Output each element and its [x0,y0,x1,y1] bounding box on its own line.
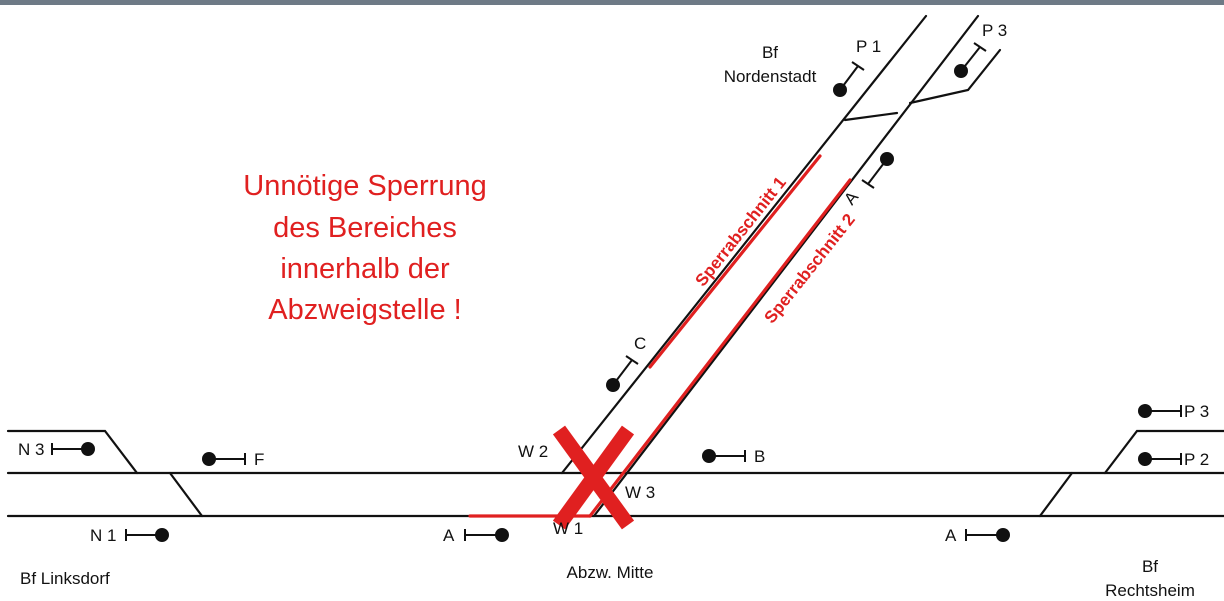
signal-f-label: F [254,450,264,469]
signal-a-mid [464,528,509,542]
switch-w2-label: W 2 [518,442,548,461]
signal-b-label: B [754,447,765,466]
signal-p2-right-label: P 2 [1184,450,1209,469]
switch-w1-label: W 1 [553,519,583,538]
station-rechtsheim-name: Rechtsheim [1105,581,1195,600]
station-rechtsheim-prefix: Bf [1142,557,1158,576]
signal-p3-right [1138,404,1182,418]
signal-p1-label: P 1 [856,37,881,56]
siding-p3-nordenstadt [908,48,1002,105]
signal-a-north [861,152,894,189]
signal-n3-label: N 3 [18,440,44,459]
signal-n1-label: N 1 [90,526,116,545]
signal-p3-nordenstadt-label: P 3 [982,21,1007,40]
siding-n3 [6,429,139,475]
signal-n1 [125,528,169,542]
note-line-2: des Bereiches [273,212,457,244]
signals [51,42,1182,542]
switch-w3-label: W 3 [625,483,655,502]
station-abzw-mitte: Abzw. Mitte [567,563,654,582]
top-border [0,0,1224,5]
note-line-1: Unnötige Sperrung [243,170,486,202]
sperrabschnitt-1-line [648,154,822,369]
branch-track-1 [560,14,928,475]
tracks [6,14,1224,518]
signal-b [702,449,746,463]
signal-p2-right [1138,452,1182,466]
sperrabschnitt-1-label: Sperrabschnitt 1 [692,173,790,290]
blocked-sections [468,154,852,518]
signal-p1 [833,61,865,97]
signal-p3-nordenstadt [954,42,987,78]
blocked-switch-cross [552,425,635,530]
note-line-4: Abzweigstelle ! [268,294,461,326]
crossover-nordenstadt [843,111,899,122]
sperrabschnitt-2-label: Sperrabschnitt 2 [761,210,859,327]
siding-p3-rechtsheim [1103,429,1224,475]
station-linksdorf: Bf Linksdorf [20,569,110,588]
signal-p3-right-label: P 3 [1184,402,1209,421]
signal-f [202,452,246,466]
station-nordenstadt-prefix: Bf [762,43,778,62]
signal-n3 [51,442,95,456]
station-nordenstadt-name: Nordenstadt [724,67,817,86]
crossover-rechtsheim [1038,471,1074,518]
signal-a-mid-label: A [443,526,455,545]
signal-a-right-label: A [945,526,957,545]
note-line-3: innerhalb der [280,253,450,285]
branch-track-2 [592,14,980,518]
signal-c [606,355,639,392]
sperrabschnitt-2-line [588,178,852,518]
signal-c-label: C [634,334,646,353]
crossover-linksdorf [168,471,204,518]
signal-a-right [965,528,1010,542]
